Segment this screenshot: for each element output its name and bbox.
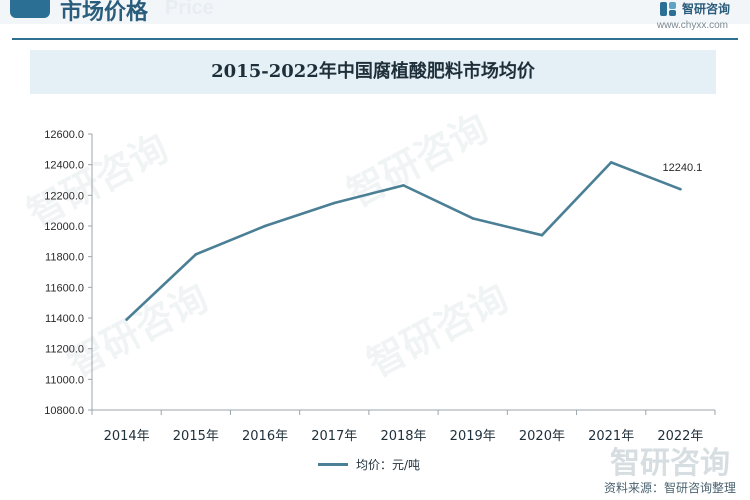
data-point	[332, 201, 336, 205]
y-tick-label: 12600.0	[44, 129, 84, 141]
y-tick-label: 12400.0	[44, 160, 84, 172]
x-tick-label: 2019年	[450, 429, 496, 444]
x-tick-label: 2016年	[242, 429, 288, 444]
chart-title: 2015-2022年中国腐植酸肥料市场均价	[211, 61, 535, 82]
section-title: 市场价格	[60, 0, 149, 25]
data-point	[540, 233, 544, 237]
y-tick-label: 11800.0	[45, 252, 84, 264]
y-tick-label: 11000.0	[45, 374, 84, 386]
data-point	[263, 224, 267, 228]
chart-title-band	[30, 50, 716, 94]
x-tick-label: 2022年	[657, 429, 703, 444]
header-watermark: Price	[165, 0, 214, 19]
header-strip	[0, 0, 750, 24]
data-point	[679, 187, 682, 191]
data-point	[402, 184, 405, 187]
data-point	[194, 253, 198, 256]
footer-watermark: 智研咨询	[610, 438, 730, 482]
section-badge	[10, 0, 50, 18]
data-point	[471, 217, 475, 220]
data-label: 12240.1	[663, 162, 703, 174]
y-tick-label: 11600.0	[45, 282, 84, 294]
y-tick-label: 11400.0	[45, 313, 84, 325]
legend-label: 均价：元/吨	[356, 458, 421, 472]
data-point	[125, 318, 128, 321]
y-tick-label: 12200.0	[44, 190, 84, 202]
x-tick-label: 2021年	[588, 429, 634, 444]
brand-url: www.chyxx.com	[656, 20, 728, 31]
y-tick-label: 12000.0	[44, 221, 84, 233]
header-divider	[12, 38, 738, 40]
data-point	[609, 161, 613, 164]
x-tick-label: 2015年	[173, 429, 219, 444]
brand-logo-icon	[659, 1, 676, 16]
x-tick-label: 2017年	[311, 429, 357, 444]
brand-name: 智研咨询	[681, 2, 730, 16]
footer-watermark-text: 智研咨询	[610, 446, 730, 481]
x-tick-label: 2014年	[104, 429, 150, 444]
data-source: 资料来源：智研咨询整理	[603, 481, 736, 495]
legend-swatch	[318, 463, 348, 466]
y-tick-label: 11200.0	[45, 344, 84, 356]
x-tick-label: 2018年	[380, 429, 426, 444]
y-tick-label: 10800.0	[44, 405, 84, 417]
legend: 均价：元/吨	[318, 456, 420, 473]
x-tick-label: 2020年	[519, 429, 565, 444]
brand: 智研咨询	[659, 0, 730, 17]
